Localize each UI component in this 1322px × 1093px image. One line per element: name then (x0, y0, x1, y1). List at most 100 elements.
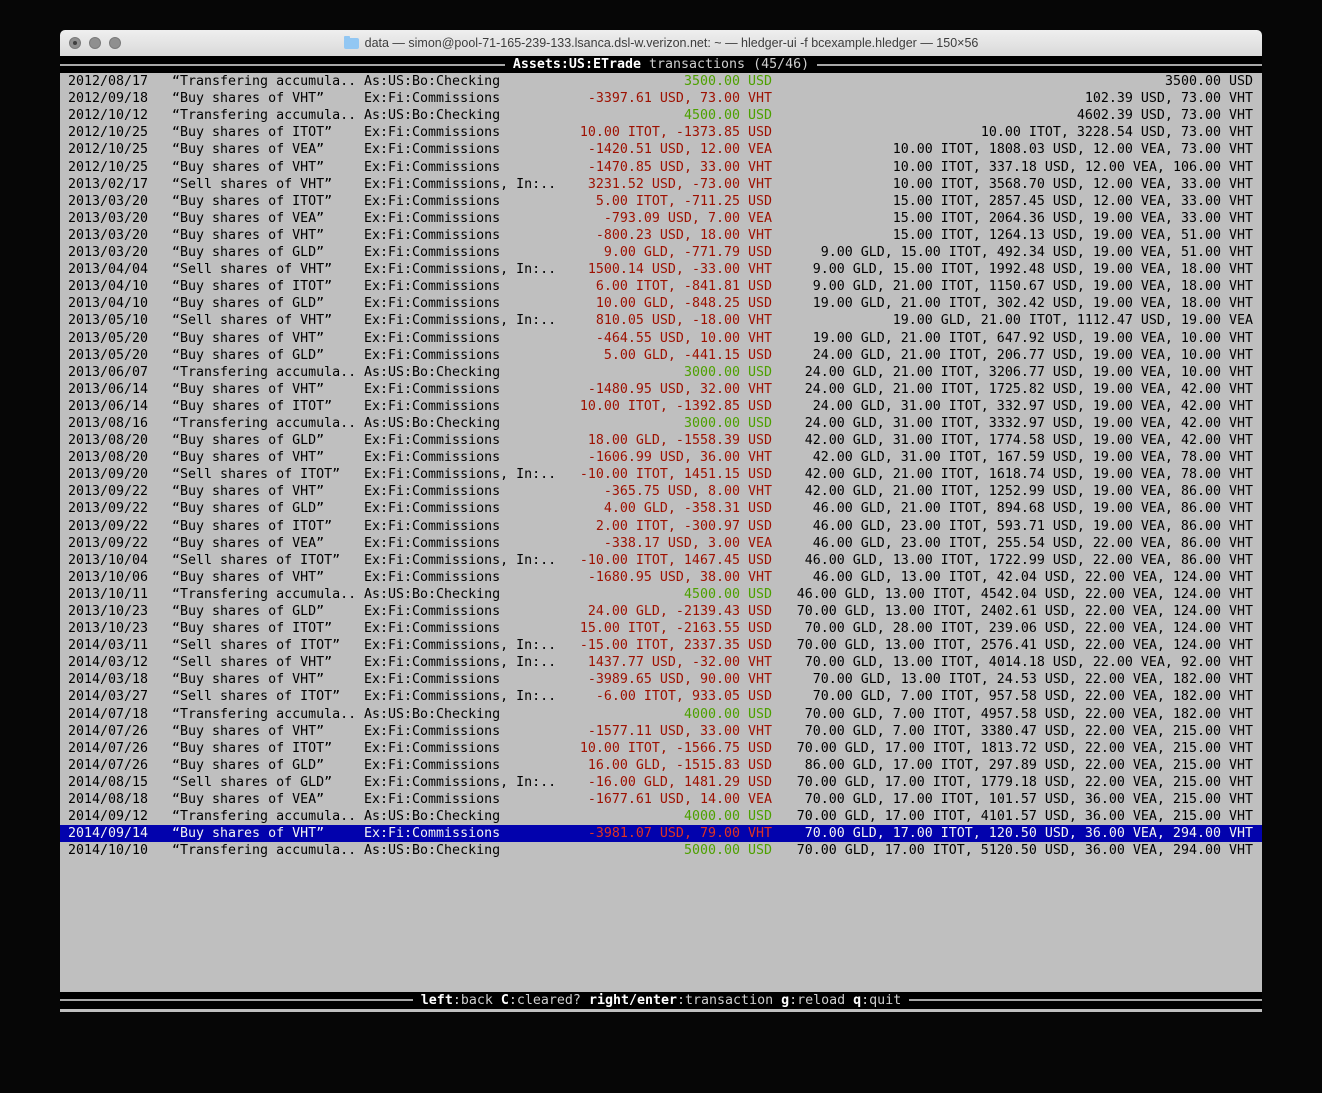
table-row[interactable]: 2012/10/25 “Buy shares of VEA” Ex:Fi:Com… (60, 141, 1262, 158)
table-row[interactable]: 2012/09/18 “Buy shares of VHT” Ex:Fi:Com… (60, 90, 1262, 107)
transaction-description: “Transfering accumula.. (172, 706, 357, 722)
table-row[interactable]: 2014/07/18 “Transfering accumula.. As:US… (60, 706, 1262, 723)
table-row[interactable]: 2014/03/12 “Sell shares of VHT” Ex:Fi:Co… (60, 654, 1262, 671)
table-row[interactable]: 2013/09/20 “Sell shares of ITOT” Ex:Fi:C… (60, 466, 1262, 483)
table-row[interactable]: 2013/05/10 “Sell shares of VHT” Ex:Fi:Co… (60, 312, 1262, 329)
hledger-ui-screen[interactable]: Assets:US:ETrade transactions (45/46) 20… (60, 56, 1262, 1012)
transaction-change: 9.00 GLD, -771.79 USD (603, 245, 772, 261)
transaction-date: 2013/02/17 (68, 176, 149, 192)
transaction-description: “Buy shares of GLD” (172, 757, 325, 773)
table-row[interactable]: 2014/10/10 “Transfering accumula.. As:US… (60, 842, 1262, 859)
table-row[interactable]: 2014/08/15 “Sell shares of GLD” Ex:Fi:Co… (60, 774, 1262, 791)
table-row[interactable]: 2013/06/07 “Transfering accumula.. As:US… (60, 364, 1262, 381)
table-row[interactable]: 2014/08/18 “Buy shares of VEA” Ex:Fi:Com… (60, 791, 1262, 808)
transaction-change: 3000.00 USD (683, 364, 772, 380)
transaction-date: 2012/09/18 (68, 91, 149, 107)
table-row[interactable]: 2013/05/20 “Buy shares of GLD” Ex:Fi:Com… (60, 347, 1262, 364)
table-row[interactable]: 2013/03/20 “Buy shares of VHT” Ex:Fi:Com… (60, 227, 1262, 244)
transaction-change: -1680.95 USD, 38.00 VHT (587, 569, 772, 585)
transaction-description: “Buy shares of VHT” (172, 826, 325, 842)
transaction-change: 2.00 ITOT, -300.97 USD (595, 518, 772, 534)
table-row[interactable]: 2014/03/27 “Sell shares of ITOT” Ex:Fi:C… (60, 688, 1262, 705)
header-rule-left (60, 63, 505, 66)
table-row[interactable]: 2013/03/20 “Buy shares of ITOT” Ex:Fi:Co… (60, 193, 1262, 210)
table-row[interactable]: 2013/05/20 “Buy shares of VHT” Ex:Fi:Com… (60, 330, 1262, 347)
table-row[interactable]: 2013/09/22 “Buy shares of VEA” Ex:Fi:Com… (60, 535, 1262, 552)
transaction-change: 10.00 ITOT, -1373.85 USD (579, 125, 772, 141)
transaction-other-accounts: As:US:Bo:Checking (364, 809, 501, 825)
transaction-balance: 46.00 GLD, 23.00 ITOT, 255.54 USD, 22.00… (812, 535, 1253, 551)
table-row[interactable]: 2012/10/25 “Buy shares of VHT” Ex:Fi:Com… (60, 159, 1262, 176)
table-row[interactable]: 2013/08/16 “Transfering accumula.. As:US… (60, 415, 1262, 432)
table-row[interactable]: 2013/06/14 “Buy shares of ITOT” Ex:Fi:Co… (60, 398, 1262, 415)
close-button[interactable] (69, 37, 81, 49)
transaction-date: 2014/09/12 (68, 809, 149, 825)
transaction-other-accounts: Ex:Fi:Commissions, In:.. (364, 689, 557, 705)
table-row[interactable]: 2013/08/20 “Buy shares of VHT” Ex:Fi:Com… (60, 449, 1262, 466)
table-row[interactable]: 2012/10/12 “Transfering accumula.. As:US… (60, 107, 1262, 124)
transaction-change: 5000.00 USD (683, 843, 772, 859)
transaction-change: 3500.00 USD (683, 74, 772, 90)
table-row[interactable]: 2013/10/23 “Buy shares of GLD” Ex:Fi:Com… (60, 603, 1262, 620)
table-row[interactable]: 2014/03/11 “Sell shares of ITOT” Ex:Fi:C… (60, 637, 1262, 654)
transaction-change: 4000.00 USD (683, 809, 772, 825)
transaction-balance: 70.00 GLD, 17.00 ITOT, 5120.50 USD, 36.0… (796, 843, 1253, 859)
transaction-description: “Buy shares of GLD” (172, 245, 325, 261)
transaction-other-accounts: Ex:Fi:Commissions (364, 433, 501, 449)
transaction-other-accounts: Ex:Fi:Commissions (364, 569, 501, 585)
transaction-other-accounts: Ex:Fi:Commissions (364, 484, 501, 500)
table-row[interactable]: 2013/02/17 “Sell shares of VHT” Ex:Fi:Co… (60, 176, 1262, 193)
transaction-balance: 42.00 GLD, 31.00 ITOT, 1774.58 USD, 19.0… (804, 433, 1253, 449)
transaction-description: “Buy shares of ITOT” (172, 125, 333, 141)
table-row[interactable]: 2014/03/18 “Buy shares of VHT” Ex:Fi:Com… (60, 671, 1262, 688)
transaction-date: 2012/10/25 (68, 125, 149, 141)
transaction-other-accounts: Ex:Fi:Commissions (364, 621, 501, 637)
transaction-description: “Buy shares of VHT” (172, 569, 325, 585)
transaction-change: 10.00 ITOT, -1566.75 USD (579, 740, 772, 756)
table-row[interactable]: 2013/08/20 “Buy shares of GLD” Ex:Fi:Com… (60, 432, 1262, 449)
table-row[interactable]: 2013/04/04 “Sell shares of VHT” Ex:Fi:Co… (60, 261, 1262, 278)
table-row[interactable]: 2014/07/26 “Buy shares of VHT” Ex:Fi:Com… (60, 723, 1262, 740)
table-row[interactable]: 2013/06/14 “Buy shares of VHT” Ex:Fi:Com… (60, 381, 1262, 398)
transaction-date: 2013/10/23 (68, 604, 149, 619)
table-row[interactable]: 2013/09/22 “Buy shares of GLD” Ex:Fi:Com… (60, 500, 1262, 517)
transaction-balance: 70.00 GLD, 17.00 ITOT, 1813.72 USD, 22.0… (796, 740, 1253, 756)
table-row[interactable]: 2014/07/26 “Buy shares of ITOT” Ex:Fi:Co… (60, 740, 1262, 757)
transaction-change: -793.09 USD, 7.00 VEA (603, 210, 772, 226)
transaction-balance: 70.00 GLD, 13.00 ITOT, 4014.18 USD, 22.0… (804, 655, 1253, 671)
transaction-date: 2014/07/18 (68, 706, 149, 722)
transaction-other-accounts: Ex:Fi:Commissions (364, 723, 501, 739)
table-row[interactable]: 2012/08/17 “Transfering accumula.. As:US… (60, 73, 1262, 90)
table-row[interactable]: 2013/04/10 “Buy shares of ITOT” Ex:Fi:Co… (60, 278, 1262, 295)
transaction-description: “Buy shares of VHT” (172, 723, 325, 739)
transaction-balance: 70.00 GLD, 17.00 ITOT, 1779.18 USD, 22.0… (796, 774, 1253, 790)
table-row[interactable]: 2014/09/14 “Buy shares of VHT” Ex:Fi:Com… (60, 825, 1262, 843)
transaction-date: 2013/03/20 (68, 210, 149, 226)
table-row[interactable]: 2013/10/06 “Buy shares of VHT” Ex:Fi:Com… (60, 569, 1262, 586)
table-row[interactable]: 2013/10/04 “Sell shares of ITOT” Ex:Fi:C… (60, 552, 1262, 569)
transaction-other-accounts: As:US:Bo:Checking (364, 364, 501, 380)
table-row[interactable]: 2013/03/20 “Buy shares of VEA” Ex:Fi:Com… (60, 210, 1262, 227)
transaction-date: 2013/05/20 (68, 347, 149, 363)
table-row[interactable]: 2014/07/26 “Buy shares of GLD” Ex:Fi:Com… (60, 757, 1262, 774)
key-hint-desc: :quit (861, 992, 902, 1008)
transaction-change: 18.00 GLD, -1558.39 USD (587, 433, 772, 449)
table-row[interactable]: 2013/03/20 “Buy shares of GLD” Ex:Fi:Com… (60, 244, 1262, 261)
key-hint-desc: :reload (789, 992, 854, 1008)
key-hint-desc: :back (452, 992, 501, 1008)
transaction-change: 3000.00 USD (683, 415, 772, 431)
table-row[interactable]: 2013/04/10 “Buy shares of GLD” Ex:Fi:Com… (60, 295, 1262, 312)
table-row[interactable]: 2013/10/11 “Transfering accumula.. As:US… (60, 586, 1262, 603)
transaction-other-accounts: Ex:Fi:Commissions (364, 826, 501, 842)
transaction-change: 10.00 ITOT, -1392.85 USD (579, 398, 772, 414)
table-row[interactable]: 2013/09/22 “Buy shares of VHT” Ex:Fi:Com… (60, 483, 1262, 500)
transaction-description: “Buy shares of GLD” (172, 296, 325, 312)
zoom-button[interactable] (109, 37, 121, 49)
transaction-date: 2013/08/16 (68, 415, 149, 431)
table-row[interactable]: 2012/10/25 “Buy shares of ITOT” Ex:Fi:Co… (60, 124, 1262, 141)
table-row[interactable]: 2014/09/12 “Transfering accumula.. As:US… (60, 808, 1262, 825)
minimize-button[interactable] (89, 37, 101, 49)
table-row[interactable]: 2013/09/22 “Buy shares of ITOT” Ex:Fi:Co… (60, 518, 1262, 535)
table-row[interactable]: 2013/10/23 “Buy shares of ITOT” Ex:Fi:Co… (60, 620, 1262, 637)
transaction-other-accounts: Ex:Fi:Commissions (364, 792, 501, 808)
